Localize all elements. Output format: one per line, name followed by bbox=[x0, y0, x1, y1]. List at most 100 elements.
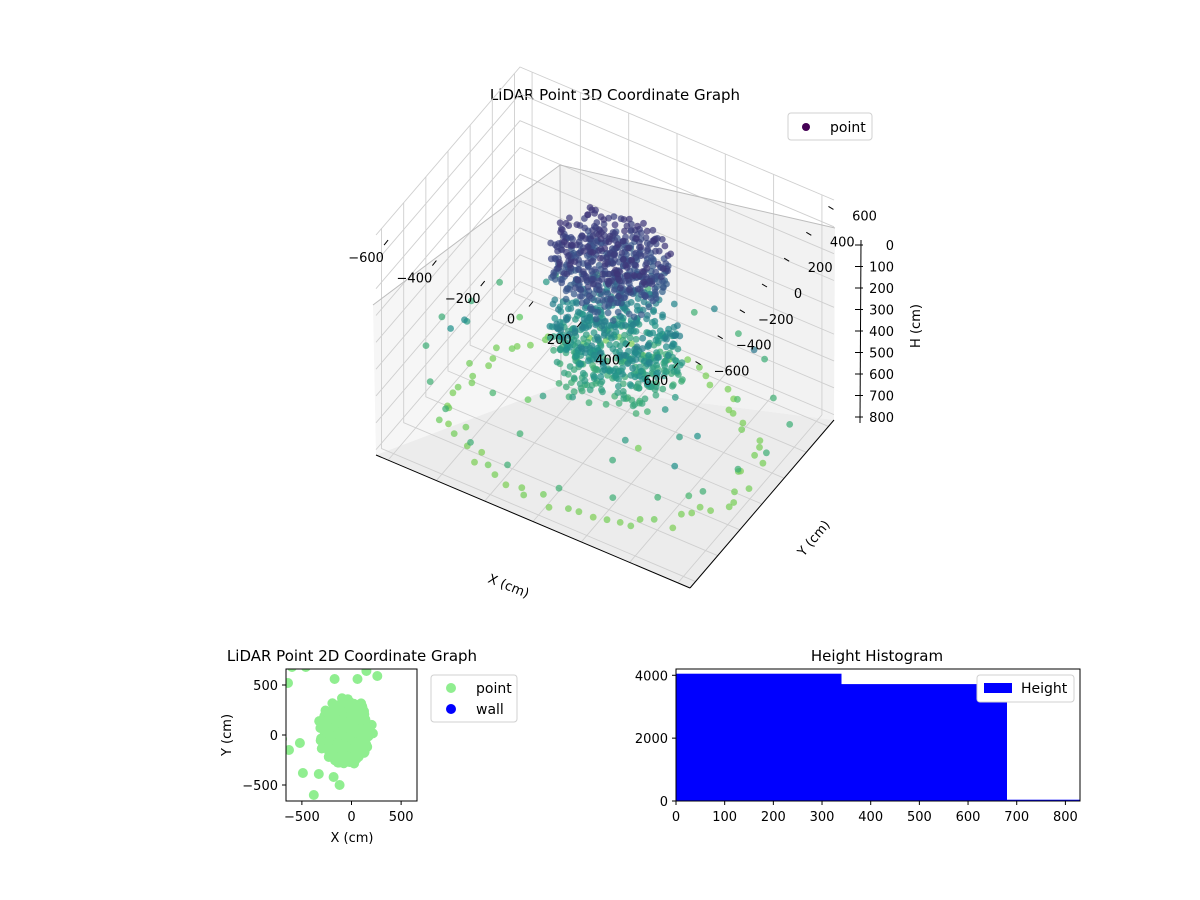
outlier-2d-14 bbox=[286, 678, 293, 688]
histogram-bar-0 bbox=[676, 673, 842, 801]
point-3d-15 bbox=[707, 507, 714, 514]
outlier-2d-4 bbox=[308, 790, 319, 800]
point-2d-517 bbox=[344, 731, 355, 742]
point-3d-444 bbox=[577, 361, 585, 368]
point-3d-60 bbox=[450, 430, 458, 437]
point-3d-620 bbox=[674, 322, 681, 329]
point-3d-401 bbox=[632, 328, 640, 335]
outlier-2d-10 bbox=[329, 674, 340, 684]
point-3d-1089 bbox=[589, 232, 597, 240]
outlier-2d-2 bbox=[328, 772, 339, 782]
point-3d-94 bbox=[555, 484, 563, 492]
point-3d-328 bbox=[581, 377, 589, 385]
pane-floor bbox=[376, 385, 834, 588]
histogram-frame bbox=[675, 668, 1081, 802]
point-3d-392 bbox=[573, 352, 580, 359]
x-tick-3d-5 bbox=[625, 342, 631, 348]
histogram-title: Height Histogram bbox=[811, 647, 943, 665]
point-3d-810 bbox=[578, 299, 586, 307]
grid-line-h-4 bbox=[375, 173, 835, 343]
point-3d-1143 bbox=[640, 219, 647, 227]
point-3d-862 bbox=[599, 297, 607, 304]
point-3d-525 bbox=[664, 351, 672, 359]
point-3d-120 bbox=[763, 449, 770, 457]
point-3d-92 bbox=[585, 399, 593, 407]
grid-line-x-0 bbox=[387, 72, 533, 461]
outlier-2d-6 bbox=[294, 738, 305, 748]
point-3d-459 bbox=[656, 327, 664, 335]
point-3d-139 bbox=[734, 465, 742, 473]
point-3d-498 bbox=[601, 366, 608, 374]
point-2d-487 bbox=[330, 701, 341, 712]
point-3d-715 bbox=[587, 303, 595, 311]
point-3d-91 bbox=[644, 408, 651, 415]
z-tick-label-3d-8: 800 bbox=[869, 411, 894, 426]
point-3d-76 bbox=[685, 492, 693, 500]
point-3d-858 bbox=[610, 286, 618, 294]
point-3d-40 bbox=[527, 341, 534, 349]
point-3d-1028 bbox=[643, 259, 651, 267]
point-3d-98 bbox=[699, 488, 707, 495]
point-3d-848 bbox=[576, 293, 584, 300]
point-3d-628 bbox=[571, 329, 579, 336]
point-3d-476 bbox=[461, 316, 468, 324]
point-2d-479 bbox=[359, 747, 370, 758]
point-3d-565 bbox=[711, 305, 718, 313]
point-3d-18 bbox=[724, 385, 732, 393]
z-tick-label-3d-1: 100 bbox=[869, 261, 894, 276]
point-3d-20 bbox=[616, 519, 624, 526]
point-3d-282 bbox=[635, 384, 643, 392]
point-3d-42 bbox=[489, 355, 497, 362]
y-tick-label-3d-6: 600 bbox=[852, 210, 877, 225]
point-3d-53 bbox=[468, 379, 476, 387]
point-3d-36 bbox=[729, 410, 737, 417]
point-3d-32 bbox=[449, 389, 457, 397]
point-3d-1142 bbox=[595, 230, 603, 238]
point-3d-201 bbox=[652, 391, 660, 399]
point-3d-441 bbox=[671, 462, 679, 470]
point-3d-1050 bbox=[657, 273, 665, 281]
y-tick-label-3d-4: 200 bbox=[808, 261, 833, 276]
point-3d-600 bbox=[577, 343, 585, 351]
grid-line-h-7 bbox=[375, 254, 835, 424]
point-3d-843 bbox=[649, 297, 657, 305]
point-3d-35 bbox=[730, 499, 738, 506]
point-3d-963 bbox=[551, 254, 559, 262]
point-3d-1105 bbox=[637, 243, 645, 251]
point-3d-582 bbox=[639, 334, 647, 342]
point-3d-2 bbox=[478, 448, 486, 456]
legend-histogram-label: Height bbox=[1021, 681, 1068, 697]
x-tick-label-2d-1: 0 bbox=[347, 810, 355, 825]
point-3d-545 bbox=[624, 360, 632, 367]
point-3d-612 bbox=[629, 321, 637, 329]
x-tick-label-hist-3: 300 bbox=[810, 810, 835, 825]
point-3d-277 bbox=[676, 433, 683, 441]
point-3d-78 bbox=[555, 380, 563, 387]
point-3d-4 bbox=[445, 420, 452, 428]
point-3d-242 bbox=[632, 335, 640, 343]
point-3d-1109 bbox=[558, 246, 566, 254]
point-3d-1057 bbox=[589, 226, 597, 234]
y-tick-3d-3 bbox=[761, 283, 768, 288]
point-3d-1006 bbox=[644, 245, 651, 253]
point-2d-439 bbox=[314, 716, 325, 727]
point-3d-170 bbox=[570, 388, 578, 396]
point-3d-603 bbox=[578, 323, 586, 330]
point-3d-324 bbox=[668, 364, 676, 371]
point-3d-1096 bbox=[610, 251, 618, 258]
point-3d-1122 bbox=[611, 221, 619, 229]
point-3d-206 bbox=[638, 400, 646, 407]
point-2d-501 bbox=[333, 727, 344, 738]
point-3d-527 bbox=[643, 380, 651, 388]
point-3d-240 bbox=[620, 395, 628, 402]
point-3d-624 bbox=[566, 330, 574, 338]
point-3d-902 bbox=[577, 286, 585, 294]
y-tick-label-2d-0: −500 bbox=[242, 779, 278, 794]
point-3d-1139 bbox=[626, 215, 633, 223]
legend-histogram: Height bbox=[976, 674, 1075, 703]
y-tick-label-3d-1: −400 bbox=[736, 339, 772, 354]
x-tick-label-3d-4: 200 bbox=[547, 333, 572, 348]
point-3d-639 bbox=[672, 332, 679, 339]
pane-left-wall bbox=[373, 165, 561, 455]
point-3d-339 bbox=[660, 372, 668, 380]
